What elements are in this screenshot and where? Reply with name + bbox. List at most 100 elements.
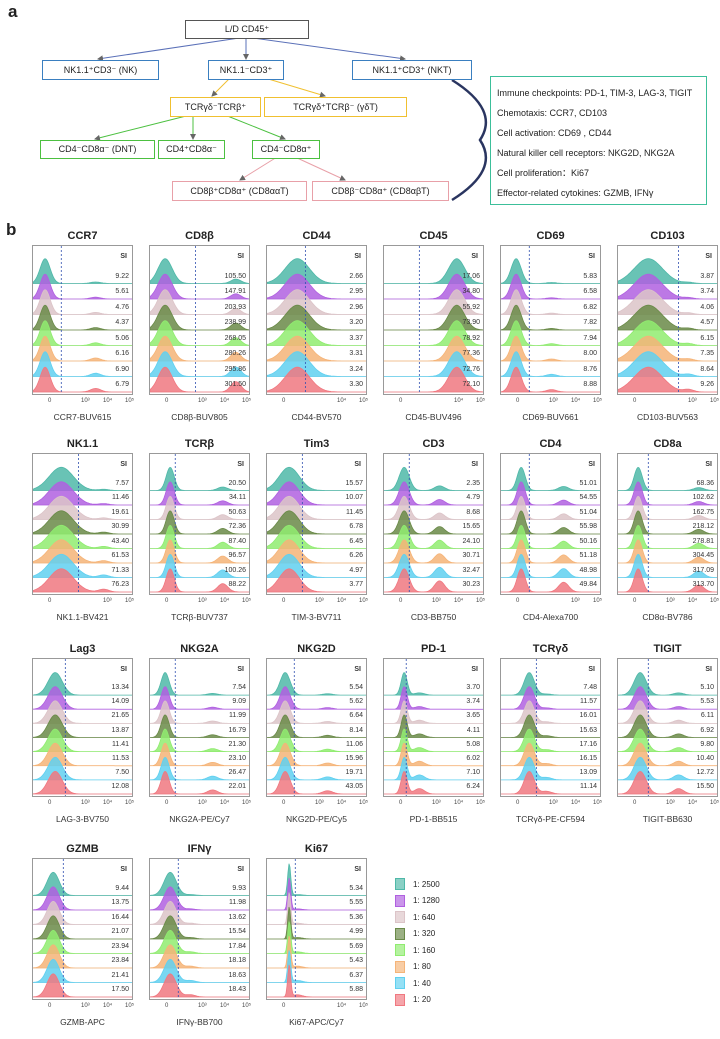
histogram-plot [617, 245, 718, 395]
histogram-ridge [501, 672, 600, 696]
si-value: 3.77 [349, 581, 363, 588]
legend-label: 1: 2500 [413, 879, 440, 889]
x-tick-label: 10⁴ [103, 398, 113, 404]
panel-b-label: b [6, 220, 17, 239]
gate-t: NK1.1⁻CD3⁺ [208, 60, 284, 80]
histogram-ridge [384, 714, 483, 738]
histogram-ridge [150, 944, 249, 969]
x-tick-label: 10⁵ [476, 598, 486, 604]
gate-ab-t: TCRγδ⁻TCRβ⁺ [170, 97, 261, 117]
histogram-ridge [150, 672, 249, 696]
x-tick-label: 0 [399, 398, 403, 404]
si-header: SI [354, 866, 361, 873]
si-header: SI [354, 666, 361, 673]
si-value: 317.09 [692, 566, 714, 574]
si-value: 2.96 [349, 303, 363, 311]
si-value: 54.55 [579, 494, 597, 501]
si-value: 16.79 [228, 726, 246, 734]
panel-title: CD8β [185, 230, 214, 242]
si-value: 13.75 [111, 899, 129, 906]
x-tick-label: 10⁵ [476, 398, 486, 404]
histogram-ridge [267, 906, 366, 940]
si-value: 11.98 [229, 899, 246, 906]
si-value: 162.75 [692, 508, 714, 516]
histogram-ridge [267, 892, 366, 925]
si-header: SI [705, 253, 712, 260]
legend-item: 1: 40 [395, 977, 431, 989]
si-value: 8.76 [583, 365, 597, 373]
histogram-ridge [150, 466, 249, 491]
histogram-ridge [384, 756, 483, 781]
x-tick-label: 10⁵ [593, 598, 603, 604]
marker-line: Effector-related cytokines: GZMB, IFNγ [497, 188, 654, 198]
histogram-ridge [267, 964, 366, 998]
x-tick-label: 0 [633, 398, 637, 404]
si-value: 10.40 [696, 754, 714, 762]
histogram-ridge [384, 686, 483, 710]
x-tick-label: 10⁵ [125, 398, 135, 404]
si-value: 20.50 [228, 479, 246, 487]
histogram-ridge [150, 273, 249, 300]
si-value: 15.65 [462, 523, 480, 530]
panel-title: TCRγδ [532, 643, 569, 655]
histogram-ridge [267, 921, 366, 954]
legend-swatch [395, 878, 405, 890]
si-value: 3.87 [700, 272, 714, 280]
si-value: 24.10 [462, 537, 480, 545]
si-value: 7.48 [583, 684, 597, 692]
histogram-ridge [501, 320, 600, 346]
x-tick-label: 0 [165, 398, 169, 404]
panel-title: CD44 [302, 230, 331, 242]
x-tick-label: 0 [165, 800, 169, 806]
si-header: SI [354, 461, 361, 468]
si-value: 43.40 [111, 537, 129, 545]
x-axis-label: IFNγ-BB700 [176, 1017, 223, 1027]
si-value: 6.24 [466, 783, 480, 790]
si-value: 21.65 [111, 712, 129, 720]
si-value: 7.94 [583, 334, 597, 342]
panel-title: NKG2D [297, 643, 336, 655]
si-value: 48.98 [579, 566, 597, 574]
x-tick-label: 10³ [688, 398, 697, 404]
legend-label: 1: 80 [413, 962, 431, 971]
si-value: 8.88 [583, 381, 597, 388]
x-axis-label: CD103-BUV563 [637, 412, 698, 422]
si-value: 43.05 [345, 783, 363, 790]
histogram-ridge [267, 686, 366, 710]
si-value: 26.47 [228, 768, 246, 776]
si-value: 19.61 [111, 508, 129, 516]
x-tick-label: 10³ [81, 1003, 90, 1009]
si-value: 23.84 [111, 957, 129, 964]
si-value: 5.54 [349, 684, 363, 692]
x-tick-label: 10⁴ [337, 800, 347, 806]
x-tick-label: 10⁴ [337, 398, 347, 404]
histogram-ridge [150, 929, 249, 954]
si-value: 18.43 [228, 986, 246, 993]
histogram-ridge [150, 524, 249, 549]
si-value: 21.07 [111, 928, 129, 935]
si-value: 2.66 [349, 272, 363, 280]
histogram-ridge [267, 877, 366, 911]
si-value: 301.50 [224, 381, 246, 388]
x-tick-label: 10⁴ [103, 800, 113, 806]
x-tick-label: 0 [633, 800, 637, 806]
x-tick-label: 10³ [81, 398, 90, 404]
x-tick-label: 0 [282, 598, 286, 604]
histogram-ridge [150, 539, 249, 564]
legend-item: 1: 160 [395, 944, 435, 956]
histogram-ridge [501, 553, 600, 578]
x-axis-label: NKG2D-PE/Cy5 [286, 814, 347, 824]
legend-label: 1: 20 [413, 995, 431, 1004]
x-tick-label: 0 [399, 598, 403, 604]
histogram-ridge [150, 714, 249, 738]
si-value: 71.33 [111, 566, 129, 574]
x-tick-label: 10⁴ [220, 398, 230, 404]
histogram-ridge [150, 915, 249, 940]
si-header: SI [354, 253, 361, 260]
si-value: 6.58 [583, 288, 597, 295]
x-tick-label: 10⁵ [359, 800, 369, 806]
histogram-ridge [384, 366, 483, 393]
panel-title: NK1.1 [66, 438, 99, 450]
si-value: 12.72 [696, 768, 714, 776]
x-tick-label: 0 [282, 1003, 286, 1009]
